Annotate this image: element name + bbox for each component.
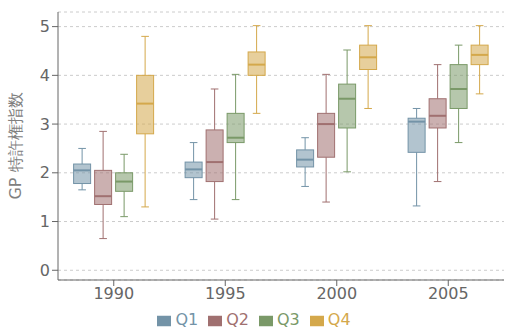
svg-text:1: 1 bbox=[40, 212, 50, 231]
svg-text:5: 5 bbox=[40, 17, 50, 36]
html-text:Q3: Q3 bbox=[277, 310, 300, 329]
svg-text:4: 4 bbox=[40, 66, 50, 85]
html-text:Q4: Q4 bbox=[327, 310, 351, 329]
svg-text:2005: 2005 bbox=[428, 284, 469, 303]
svg-text:1995: 1995 bbox=[205, 284, 246, 303]
svg-text:2000: 2000 bbox=[316, 284, 357, 303]
svg-text:GP 特許権指数: GP 特許権指数 bbox=[8, 92, 25, 199]
svg-text:3: 3 bbox=[40, 115, 50, 134]
html-text:Q1: Q1 bbox=[175, 310, 199, 329]
svg-text:2: 2 bbox=[40, 163, 50, 182]
html-text:Q2: Q2 bbox=[226, 310, 249, 329]
svg-text:0: 0 bbox=[40, 261, 50, 280]
svg-text:1990: 1990 bbox=[93, 284, 134, 303]
